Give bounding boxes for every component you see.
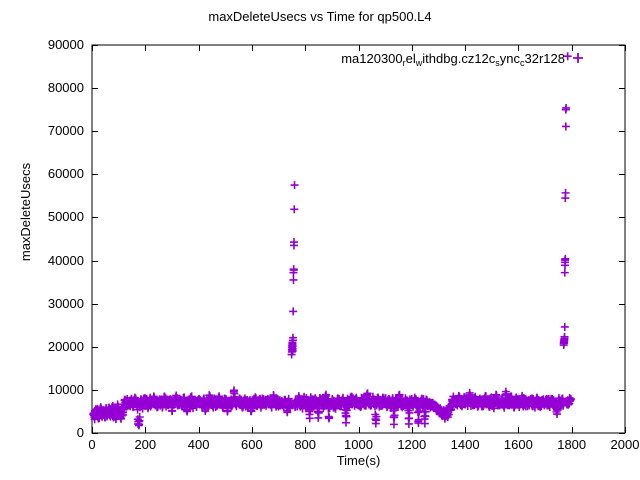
legend-marker-plus-icon: [573, 53, 583, 63]
data-point-marker: [502, 389, 511, 398]
legend-label-text: ma120300: [341, 51, 403, 66]
data-point-marker: [560, 338, 569, 347]
x-tick-label: 600: [241, 437, 263, 452]
data-point-marker: [305, 414, 314, 423]
data-point-marker: [290, 238, 299, 247]
legend-label-subscript: s: [495, 58, 500, 68]
y-tick-label: 30000: [47, 295, 84, 311]
data-point-marker: [507, 392, 516, 401]
data-point-marker: [289, 265, 298, 274]
data-point-marker: [561, 188, 570, 197]
x-tick-label: 400: [187, 437, 210, 452]
legend-label-subscript: w: [415, 58, 423, 68]
y-tick-label: 40000: [47, 252, 84, 268]
plot-border: [91, 44, 626, 434]
legend-label-text: 32r128: [524, 51, 565, 66]
data-point-marker: [289, 307, 298, 316]
data-point-marker: [288, 347, 297, 356]
data-points-group: [89, 52, 575, 430]
data-point-marker: [288, 333, 297, 342]
legend-label-text: ithdbg.cz12c: [422, 51, 496, 66]
x-tick-label: 800: [294, 437, 317, 452]
y-tick-label: 50000: [47, 209, 84, 225]
data-point-marker: [561, 261, 570, 270]
data-point-marker: [290, 181, 299, 190]
x-tick-label: 0: [88, 437, 96, 452]
legend-label-subscript: r: [402, 58, 406, 68]
x-tick-label: 1200: [397, 437, 427, 452]
data-point-marker: [566, 394, 575, 403]
data-point-marker: [481, 392, 490, 401]
data-point-marker: [284, 394, 293, 403]
data-point-marker: [390, 411, 399, 420]
data-point-marker: [372, 412, 381, 421]
x-tick-label: 2000: [610, 437, 640, 452]
data-point-marker: [573, 53, 583, 63]
legend-label-subscript: c: [520, 58, 525, 68]
chart-title: maxDeleteUsecs vs Time for qp500.L4: [208, 9, 432, 24]
y-tick-label: 10000: [47, 381, 84, 397]
y-tick-label: 70000: [47, 123, 84, 139]
data-point-marker: [290, 205, 299, 214]
y-tick-label: 90000: [47, 37, 84, 52]
x-tick-label: 200: [134, 437, 157, 452]
y-tick-label: 60000: [47, 166, 84, 182]
y-tick-label: 0: [76, 425, 84, 440]
x-axis-label: Time(s): [336, 453, 381, 468]
data-point-marker: [560, 322, 569, 331]
x-tick-label: 1000: [344, 437, 373, 452]
x-tick-label: 1800: [557, 437, 587, 452]
data-point-marker: [420, 419, 429, 428]
data-point-marker: [135, 413, 144, 422]
legend-series-label: ma120300relwithdbg.cz12csyncc32r128: [341, 51, 565, 68]
y-tick-label: 80000: [47, 80, 84, 96]
data-point-marker: [562, 103, 571, 112]
x-tick-label: 1600: [503, 437, 533, 452]
data-point-marker: [325, 413, 334, 422]
data-point-marker: [563, 52, 572, 61]
data-point-marker: [560, 268, 569, 277]
data-point-marker: [389, 420, 398, 429]
legend-label-text: el: [405, 51, 416, 66]
legend-label-text: ync: [499, 51, 521, 66]
data-point-marker: [289, 275, 298, 284]
x-tick-label: 1400: [450, 437, 480, 452]
y-tick-label: 20000: [47, 338, 84, 354]
data-point-marker: [561, 122, 570, 131]
